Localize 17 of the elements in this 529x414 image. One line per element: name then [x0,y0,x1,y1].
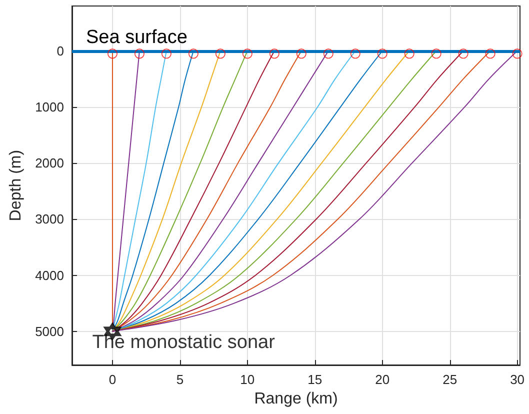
y-tick-label: 5000 [35,324,64,339]
y-tick-label: 3000 [35,212,64,227]
y-axis-title: Depth (m) [8,150,24,222]
x-tick-label: 10 [240,372,255,387]
y-tick-label: 4000 [35,268,64,283]
x-tick-label: 25 [442,372,458,387]
x-tick-label: 30 [510,372,525,387]
ref-line-label: Sea surface [86,26,188,48]
y-tick-label: 1000 [35,99,64,114]
x-axis-title: Range (km) [254,390,338,408]
x-tick-label: 5 [176,372,184,387]
y-tick-label: 0 [56,43,64,58]
y-tick-label: 2000 [35,156,64,171]
series-label: The monostatic sonar [92,332,276,354]
x-tick-label: 0 [108,372,116,387]
x-tick-label: 15 [308,372,322,387]
x-tick-label: 20 [375,372,390,387]
